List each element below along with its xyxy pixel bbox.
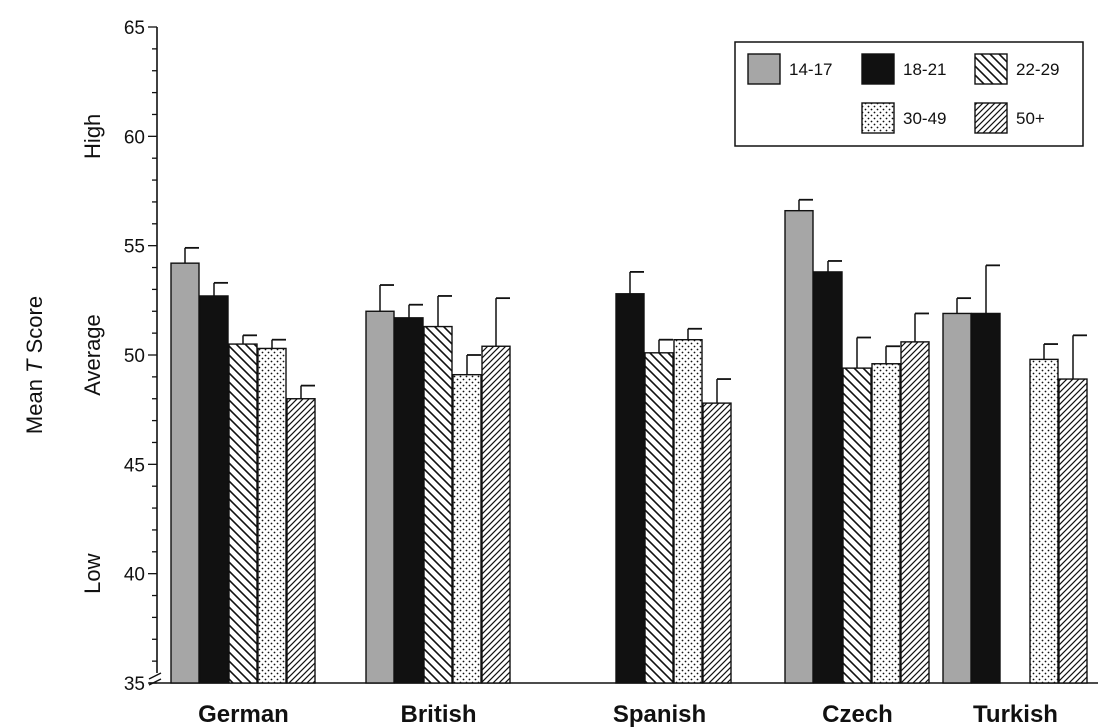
legend-label: 18-21 — [903, 60, 946, 79]
bar — [1029, 358, 1059, 684]
y-tick-label: 40 — [124, 565, 145, 586]
error-bars — [184, 198, 1087, 404]
bar — [170, 262, 200, 684]
legend-swatch — [861, 53, 895, 85]
bar — [423, 325, 453, 684]
y-tick-label: 50 — [124, 346, 145, 367]
legend-label: 14-17 — [789, 60, 832, 79]
legend-swatch — [974, 53, 1008, 85]
bar — [702, 402, 732, 684]
legend: 14-17 18-21 22-29 30-49 50+ — [734, 41, 1084, 147]
bar-groups — [170, 209, 1088, 684]
bar — [900, 341, 930, 684]
bar — [286, 398, 316, 684]
y-tick-label: 35 — [124, 674, 145, 695]
bar — [673, 338, 703, 684]
bar-group — [942, 312, 1088, 684]
x-category-label: German — [198, 701, 289, 728]
legend-label: 30-49 — [903, 109, 946, 128]
legend-swatch — [861, 102, 895, 134]
legend-item: 14-17 — [747, 53, 832, 85]
bar — [871, 363, 901, 684]
y-tick-label: 55 — [124, 237, 145, 258]
bar-group — [365, 310, 511, 684]
bar-group — [615, 293, 732, 684]
x-category-label: Czech — [822, 701, 893, 728]
bar — [228, 343, 258, 684]
legend-frame — [734, 41, 1084, 147]
bar — [813, 271, 843, 684]
y-axis: 35 40 45 50 55 60 65 — [124, 18, 162, 695]
legend-item: 30-49 — [861, 102, 946, 134]
legend-swatch — [747, 53, 781, 85]
legend-label: 50+ — [1016, 109, 1045, 128]
y-band-labels: High Average Low — [80, 114, 105, 594]
y-band-label: High — [80, 114, 105, 159]
legend-item: 22-29 — [974, 53, 1059, 85]
bar — [615, 293, 645, 684]
bar — [365, 310, 395, 684]
y-band-label: Average — [80, 314, 105, 396]
category-labels: German British Spanish Czech Turkish — [198, 701, 1058, 728]
bar — [971, 312, 1001, 684]
bar — [842, 367, 872, 684]
bar — [257, 347, 287, 684]
bar-group — [784, 209, 930, 684]
x-category-label: British — [400, 701, 476, 728]
legend-label: 22-29 — [1016, 60, 1059, 79]
y-tick-label: 65 — [124, 18, 145, 39]
x-category-label: Spanish — [613, 701, 706, 728]
y-tick-label: 45 — [124, 455, 145, 476]
bar — [1058, 378, 1088, 684]
bar — [199, 295, 229, 684]
bar-group — [170, 262, 316, 684]
legend-item: 50+ — [974, 102, 1045, 134]
legend-swatch — [974, 102, 1008, 134]
bar — [942, 312, 972, 684]
axis-break-mark — [148, 672, 162, 686]
y-axis-title: Mean T Score — [22, 296, 47, 434]
legend-item: 18-21 — [861, 53, 946, 85]
bar — [394, 317, 424, 684]
bar — [452, 373, 482, 684]
bar — [481, 345, 511, 684]
y-tick-label: 60 — [124, 127, 145, 148]
x-category-label: Turkish — [973, 701, 1058, 728]
bar — [784, 209, 814, 684]
y-band-label: Low — [80, 553, 105, 593]
bar — [644, 352, 674, 684]
